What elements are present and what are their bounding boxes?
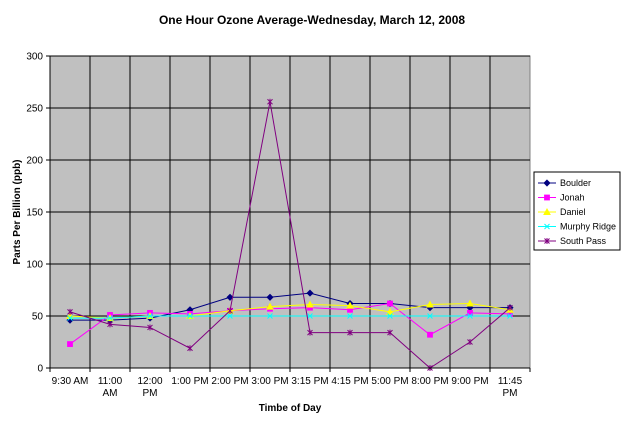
x-tick-label: 8:00 PM [411, 376, 448, 387]
legend-item: South Pass [538, 236, 607, 246]
data-point [107, 321, 113, 328]
data-point [266, 293, 274, 301]
data-point [147, 313, 153, 319]
legend-label: Jonah [560, 193, 585, 203]
plot-area [49, 55, 531, 371]
legend-item: Daniel [538, 207, 586, 217]
x-tick-label: 2:00 PM [211, 376, 248, 387]
data-point [387, 313, 393, 319]
legend-item: Boulder [538, 178, 591, 188]
y-tick-label: 50 [32, 312, 44, 323]
data-point [346, 301, 354, 309]
y-tick-label: 300 [26, 52, 43, 63]
data-point [427, 313, 433, 319]
data-point [67, 341, 73, 347]
x-tick-label: 9:30 AM [52, 376, 89, 387]
x-tick-label: 9:00 PM [451, 376, 488, 387]
data-point [187, 313, 193, 319]
data-point [306, 300, 314, 308]
data-point [544, 223, 550, 230]
x-tick-label: 11:00 [98, 376, 123, 387]
series-lines [66, 98, 514, 371]
data-point [387, 329, 393, 336]
data-point [267, 98, 273, 105]
chart-title: One Hour Ozone Average-Wednesday, March … [159, 13, 465, 27]
x-tick-label: PM [143, 388, 158, 399]
data-point [507, 304, 513, 311]
x-tick-label: AM [103, 388, 118, 399]
legend-item: Murphy Ridge [538, 222, 616, 232]
legend: Boulder Jonah Daniel Murphy Ridge South Pass [533, 171, 621, 251]
x-tick-label: PM [503, 388, 518, 399]
data-point [67, 315, 73, 321]
x-tick-label: 11:45 [498, 376, 523, 387]
data-point [147, 324, 153, 331]
legend-label: Murphy Ridge [560, 222, 616, 232]
data-point [227, 307, 233, 314]
data-point [466, 299, 474, 307]
x-tick-label: 5:00 PM [371, 376, 408, 387]
data-point [307, 313, 313, 319]
legend-label: South Pass [560, 236, 607, 246]
data-point [467, 339, 473, 345]
data-point [426, 300, 434, 308]
data-point [187, 345, 193, 352]
y-tick-label: 150 [26, 208, 43, 219]
data-point [387, 300, 393, 307]
x-tick-label: 12:00 [137, 376, 162, 387]
data-point [544, 194, 550, 201]
y-tick-label: 200 [26, 156, 43, 167]
legend-item: Jonah [538, 193, 585, 203]
data-point [267, 313, 273, 319]
data-point [306, 289, 314, 297]
series-line [70, 292, 510, 321]
x-tick-label: 4:15 PM [331, 376, 368, 387]
data-point [507, 313, 513, 319]
data-point [107, 315, 113, 321]
data-point [544, 238, 550, 244]
series-line [69, 101, 511, 369]
y-axis-label: Parts Per Billion (ppb) [12, 159, 23, 264]
data-point [386, 307, 394, 315]
y-axis: 0 50 100 150 200 250 300 [26, 52, 51, 375]
data-point [347, 313, 353, 319]
legend-label: Daniel [560, 207, 586, 217]
data-point [347, 329, 353, 336]
series-south-pass [67, 98, 513, 371]
series-line [70, 315, 510, 319]
data-point [307, 329, 313, 336]
data-point [226, 293, 234, 301]
x-tick-label: 3:00 PM [251, 376, 288, 387]
data-point [227, 313, 233, 319]
y-tick-label: 0 [37, 364, 43, 375]
y-tick-label: 250 [26, 104, 43, 115]
data-point [427, 331, 433, 338]
data-point [67, 308, 73, 315]
series-line [69, 302, 511, 345]
y-tick-label: 100 [26, 260, 43, 271]
data-point [543, 207, 551, 216]
x-axis-label: Timbe of Day [259, 403, 322, 414]
data-point [467, 313, 473, 319]
x-tick-label: 1:00 PM [171, 376, 208, 387]
series-murphy-ridge [67, 313, 513, 321]
data-point [543, 179, 551, 187]
legend-label: Boulder [560, 178, 591, 188]
x-tick-label: 3:15 PM [291, 376, 328, 387]
data-point [266, 302, 274, 310]
